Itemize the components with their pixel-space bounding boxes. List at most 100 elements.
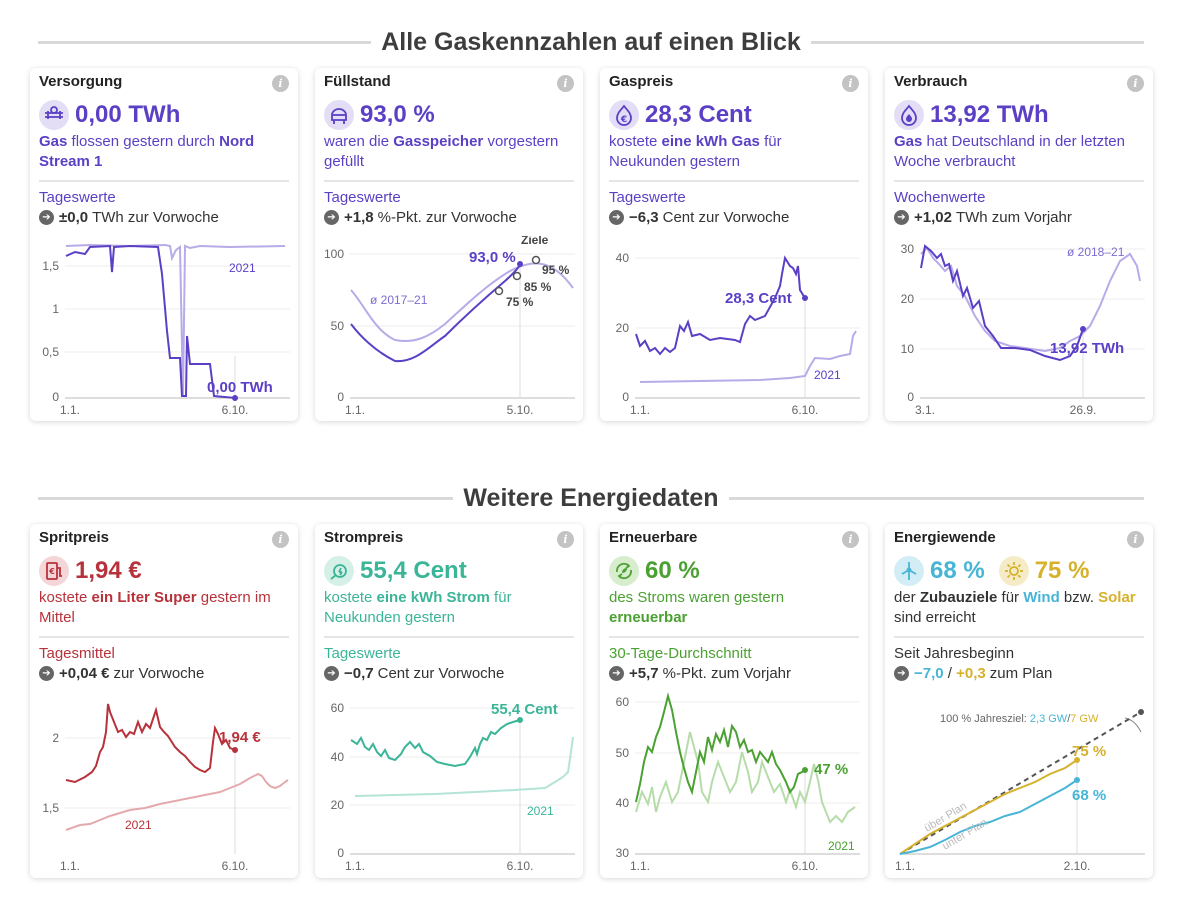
goal-point <box>1138 709 1144 715</box>
tick-label: 26.9. <box>1070 403 1097 417</box>
arrow-right-icon: ➔ <box>609 210 624 225</box>
goal-label: 100 % Jahresziel: 2,3 GW/7 GW <box>940 713 1099 725</box>
delta-row: ➔ −7,0 / +0,3 zum Plan <box>894 665 1052 682</box>
end-label: 47 % <box>814 761 848 778</box>
sublabel: Tageswerte <box>324 189 401 206</box>
info-icon[interactable]: i <box>842 75 859 92</box>
fuel-pump-icon: € <box>39 556 69 586</box>
card-fuellstand[interactable]: Füllstand i 93,0 % waren die Gasspeicher… <box>315 68 583 421</box>
big-value: 0,00 TWh <box>75 101 181 128</box>
end-label: 55,4 Cent <box>491 701 558 718</box>
info-icon[interactable]: i <box>1127 75 1144 92</box>
tick-label: 0 <box>337 390 344 404</box>
series-label: 2021 <box>828 839 855 853</box>
chart-verbrauch: 30 20 10 0 3.1. 26.9. ø 2018–21 13,92 TW… <box>901 242 1145 417</box>
card-title: Erneuerbare <box>609 529 698 546</box>
big-value: 55,4 Cent <box>360 557 467 584</box>
plug-icon <box>324 556 354 586</box>
sublabel: Tageswerte <box>609 189 686 206</box>
euro-flame-icon: € <box>609 100 639 130</box>
end-label: 93,0 % <box>469 249 516 266</box>
pipeline-icon <box>39 100 69 130</box>
series-wind-line <box>899 779 1078 855</box>
tick-label: 20 <box>331 798 345 812</box>
card-title: Spritpreis <box>39 529 110 546</box>
tick-label: 1 <box>52 302 59 316</box>
big-value: 13,92 TWh <box>930 101 1049 128</box>
arrow-right-icon: ➔ <box>324 666 339 681</box>
tick-label: 30 <box>901 242 915 256</box>
arrow-right-icon: ➔ <box>894 666 909 681</box>
series-avg-line <box>920 246 1141 353</box>
info-icon[interactable]: i <box>272 75 289 92</box>
series-label: ø 2017–21 <box>370 293 428 307</box>
svg-text:€: € <box>620 115 627 125</box>
card-spritpreis[interactable]: Spritpreis i € 1,94 € kostete ein Liter … <box>30 524 298 878</box>
target-marker <box>494 286 504 296</box>
card-strompreis[interactable]: Strompreis i 55,4 Cent kostete eine kWh … <box>315 524 583 878</box>
tick-label: 6.10. <box>507 859 534 873</box>
sublabel: Seit Jahresbeginn <box>894 645 1015 662</box>
card-gaspreis[interactable]: Gaspreis i € 28,3 Cent kostete eine kWh … <box>600 68 868 421</box>
card-erneuerbare[interactable]: Erneuerbare i 60 % des Stroms waren gest… <box>600 524 868 878</box>
big-value: 60 % <box>645 557 700 584</box>
end-point <box>802 767 808 773</box>
end-point <box>1080 326 1086 332</box>
divider <box>39 636 289 638</box>
sun-icon <box>998 556 1029 586</box>
tick-label: 1.1. <box>345 859 365 873</box>
tick-label: 10 <box>901 342 915 356</box>
arrow-right-icon: ➔ <box>894 210 909 225</box>
tick-label: 3.1. <box>915 403 935 417</box>
info-icon[interactable]: i <box>557 75 574 92</box>
end-label: 0,00 TWh <box>207 379 273 396</box>
big-value: 1,94 € <box>75 557 142 584</box>
description: des Stroms waren gestern erneuerbar <box>609 589 785 626</box>
description: Gas hat Deutschland in der letzten Woche… <box>894 133 1125 170</box>
section-header-gas: Alle Gaskennzahlen auf einen Blick <box>38 27 1144 57</box>
end-point <box>232 747 238 753</box>
target-label: 95 % <box>542 263 570 277</box>
flame-icon <box>894 100 924 130</box>
card-energiewende[interactable]: Energiewende i 68 % 75 % der Zubauziele … <box>885 524 1153 878</box>
tick-label: 5.10. <box>507 403 534 417</box>
divider <box>609 636 859 638</box>
tick-label: 1.1. <box>60 859 80 873</box>
end-point <box>517 717 523 723</box>
arrow-right-icon: ➔ <box>39 210 54 225</box>
chart-fuellstand: 100 50 0 1.1. 5.10. ø 2017–21 93,0 % Zie… <box>324 236 575 417</box>
end-label: 28,3 Cent <box>725 290 792 307</box>
target-label: 85 % <box>524 280 552 294</box>
tick-label: 60 <box>616 695 630 709</box>
chart-gaspreis: 40 20 0 1.1. 6.10. 28,3 Cent 2021 <box>616 251 860 417</box>
tick-label: 40 <box>616 251 630 265</box>
tick-label: 1,5 <box>42 801 59 815</box>
wind-turbine-icon <box>894 556 924 586</box>
target-marker <box>531 255 541 265</box>
big-value-wind: 68 % <box>930 557 985 584</box>
tick-label: 6.10. <box>792 403 819 417</box>
target-label: 75 % <box>506 295 534 309</box>
tick-label: 1.1. <box>345 403 365 417</box>
tick-label: 50 <box>331 319 345 333</box>
tick-label: 1.1. <box>895 859 915 873</box>
series-2022-line <box>635 692 806 803</box>
sublabel: Tageswerte <box>324 645 401 662</box>
info-icon[interactable]: i <box>842 531 859 548</box>
card-verbrauch[interactable]: Verbrauch i 13,92 TWh Gas hat Deutschlan… <box>885 68 1153 421</box>
tick-label: 2 <box>52 731 59 745</box>
tick-label: 60 <box>331 701 345 715</box>
series-2022-line <box>920 244 1084 362</box>
divider <box>609 180 859 182</box>
card-versorgung[interactable]: Versorgung i 0,00 TWh Gas flossen gester… <box>30 68 298 421</box>
targets-label: Ziele <box>521 236 549 247</box>
end-label: 1,94 € <box>219 729 261 746</box>
section-title: Weitere Energiedaten <box>463 483 719 512</box>
tick-label: 6.10. <box>792 859 819 873</box>
tick-label: 40 <box>331 750 345 764</box>
info-icon[interactable]: i <box>1127 531 1144 548</box>
divider <box>894 636 1144 638</box>
end-point <box>517 261 523 267</box>
info-icon[interactable]: i <box>272 531 289 548</box>
info-icon[interactable]: i <box>557 531 574 548</box>
